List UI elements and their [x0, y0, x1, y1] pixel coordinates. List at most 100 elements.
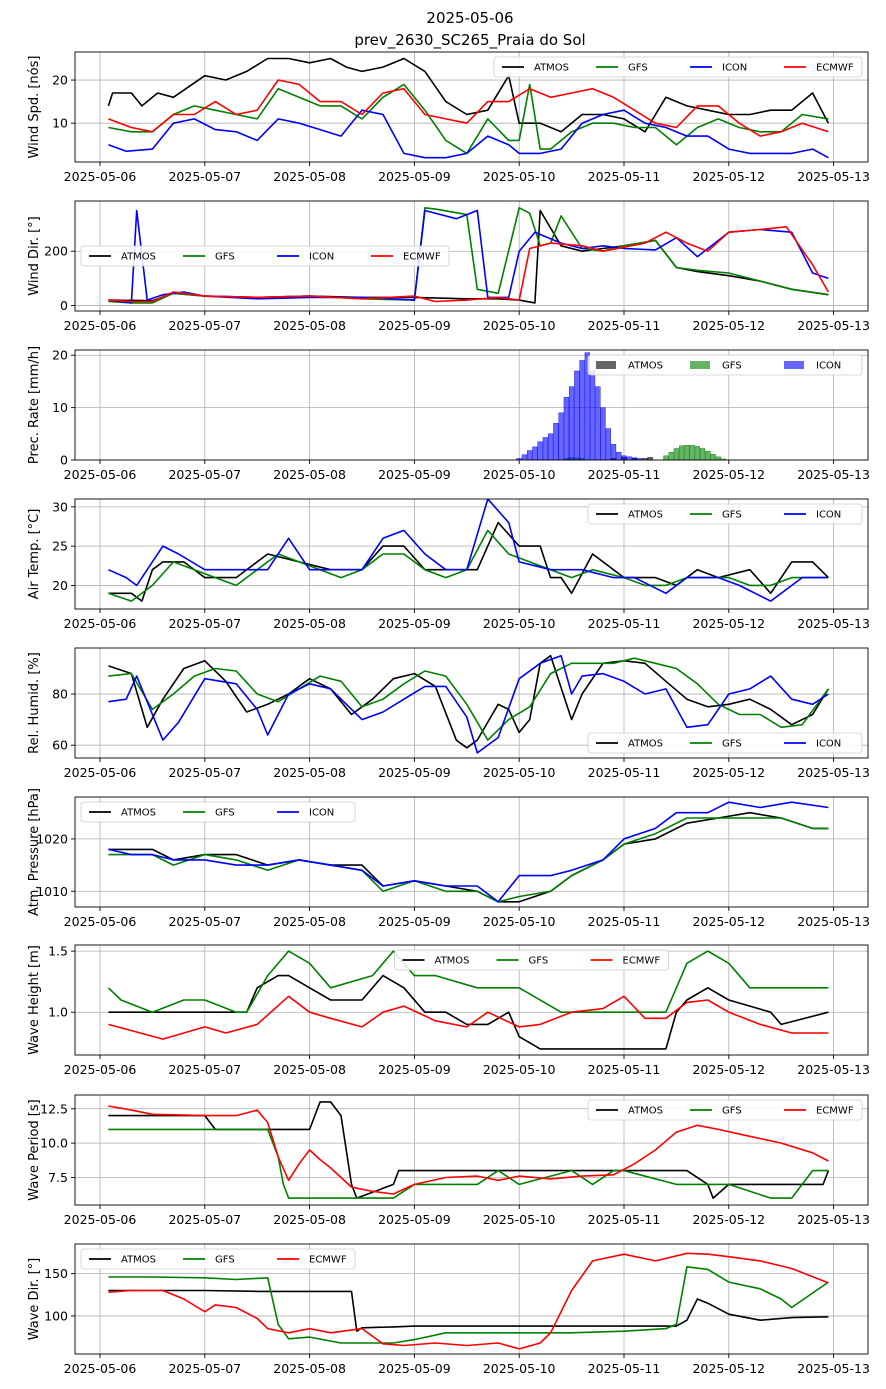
x-tick-label: 2025-05-13: [797, 914, 870, 929]
legend-label-gfs: GFS: [722, 361, 742, 372]
legend-label-ecmwf: ECMWF: [309, 1255, 347, 1266]
x-tick-label: 2025-05-13: [797, 765, 870, 780]
plot-area: [108, 654, 830, 754]
legend: ATMOS GFS ICON ECMWF: [493, 56, 863, 78]
x-tick-label: 2025-05-12: [692, 914, 765, 929]
legend-label-ecmwf: ECMWF: [623, 956, 661, 967]
legend-swatch-gfs: [690, 361, 710, 369]
legend-box: [80, 245, 450, 267]
x-tick-label: 2025-05-11: [588, 1212, 661, 1227]
axes-frame: [74, 1094, 869, 1206]
legend-box: [80, 1248, 356, 1270]
x-tick-label: 2025-05-10: [483, 1062, 556, 1077]
legend-box: [587, 503, 863, 525]
x-tick-label: 2025-05-12: [692, 1212, 765, 1227]
panel-5: 2025-05-06 2025-05-07 2025-05-08 2025-05-09…: [27, 647, 870, 780]
y-axis-label: Prec. Rate [mm/h]: [27, 346, 42, 464]
axes-frame: [74, 647, 869, 759]
x-tick-label: 2025-05-07: [168, 616, 241, 631]
legend-label-atmos: ATMOS: [628, 510, 663, 521]
x-tick-label: 2025-05-08: [273, 467, 346, 482]
y-tick-label: 12.5: [40, 1101, 68, 1116]
y-tick-label: 1.0: [48, 1005, 68, 1020]
bar-icon: [521, 454, 528, 460]
legend-box: [587, 354, 863, 376]
legend-label-icon: ICON: [722, 63, 747, 74]
legend-label-icon: ICON: [816, 510, 841, 521]
x-tick-label: 2025-05-11: [588, 616, 661, 631]
x-tick-label: 2025-05-10: [483, 765, 556, 780]
x-tick-label: 2025-05-10: [483, 467, 556, 482]
legend: ATMOS GFS ECMWF: [587, 1099, 863, 1121]
x-tick-label: 2025-05-09: [378, 1062, 451, 1077]
series-line-ecmwf: [108, 79, 829, 137]
x-tick-label: 2025-05-09: [378, 1212, 451, 1227]
legend: ATMOS GFS ICON ECMWF: [80, 245, 450, 267]
series-line-atmos: [107, 57, 830, 133]
legend-label-atmos: ATMOS: [628, 361, 663, 372]
bar-gfs: [689, 445, 695, 460]
x-tick-label: 2025-05-06: [64, 1361, 137, 1376]
legend: ATMOS GFS ECMWF: [394, 949, 669, 971]
x-tick-label: 2025-05-12: [692, 765, 765, 780]
bar-gfs: [673, 448, 680, 460]
plot-area: [107, 57, 830, 159]
x-tick-label: 2025-05-06: [64, 1062, 137, 1077]
series-line-ecmwf: [108, 995, 829, 1040]
y-tick-label: 1010: [36, 884, 68, 899]
x-tick-label: 2025-05-06: [64, 1212, 137, 1227]
x-tick-label: 2025-05-09: [378, 765, 451, 780]
series-line-atmos: [108, 1101, 830, 1199]
y-tick-label: 10.0: [40, 1136, 68, 1151]
series-line-atmos: [108, 1289, 829, 1332]
y-tick-label: 200: [44, 244, 68, 259]
x-tick-label: 2025-05-09: [378, 914, 451, 929]
plot-area: [108, 207, 830, 304]
y-tick-label: 0: [60, 453, 68, 468]
y-axis-label: Air Temp. [°C]: [27, 509, 42, 600]
x-tick-label: 2025-05-08: [273, 1361, 346, 1376]
x-tick-label: 2025-05-09: [378, 467, 451, 482]
axes-frame: [74, 796, 869, 908]
legend: ATMOS GFS ECMWF: [80, 1248, 356, 1270]
y-axis-label: Rel. Humid. [%]: [27, 652, 42, 754]
legend-label-atmos: ATMOS: [121, 1255, 156, 1266]
legend-swatch-atmos: [596, 361, 616, 369]
legend-swatch-icon: [784, 361, 804, 369]
bar-icon: [548, 433, 554, 460]
bar-icon: [616, 451, 622, 460]
x-tick-label: 2025-05-07: [168, 765, 241, 780]
x-tick-label: 2025-05-08: [273, 914, 346, 929]
x-tick-label: 2025-05-06: [64, 318, 137, 333]
legend: ATMOS GFS ICON: [587, 503, 863, 525]
panel-4: 2025-05-06 2025-05-07 2025-05-08 2025-05-09…: [27, 498, 870, 631]
plot-area: [108, 499, 829, 602]
panel-9: 2025-05-06 2025-05-07 2025-05-08 2025-05-09…: [27, 1243, 870, 1376]
bar-gfs: [720, 458, 727, 460]
legend-label-gfs: GFS: [215, 252, 235, 263]
legend-label-ecmwf: ECMWF: [816, 63, 854, 74]
series-line-icon: [108, 499, 829, 602]
axes-frame: [74, 1243, 869, 1355]
y-axis-label: Wind Dir. [°]: [27, 216, 42, 296]
bar-icon: [532, 446, 538, 460]
legend-label-gfs: GFS: [529, 956, 549, 967]
y-tick-label: 80: [52, 687, 68, 702]
x-tick-label: 2025-05-10: [483, 169, 556, 184]
x-tick-label: 2025-05-11: [588, 1062, 661, 1077]
legend-label-gfs: GFS: [215, 808, 235, 819]
series-line-icon: [108, 801, 829, 903]
y-tick-label: 100: [44, 1308, 68, 1323]
x-tick-label: 2025-05-13: [797, 1062, 870, 1077]
legend-label-atmos: ATMOS: [628, 1106, 663, 1117]
x-tick-label: 2025-05-11: [588, 914, 661, 929]
x-tick-label: 2025-05-06: [64, 467, 137, 482]
legend: ATMOS GFS ICON: [587, 732, 863, 754]
bar-icon: [626, 456, 632, 460]
y-axis-label: Wind Spd. [nós]: [27, 56, 42, 159]
y-tick-label: 25: [52, 539, 68, 554]
bar-icon: [537, 441, 543, 460]
x-tick-label: 2025-05-13: [797, 467, 870, 482]
x-tick-label: 2025-05-07: [168, 169, 241, 184]
